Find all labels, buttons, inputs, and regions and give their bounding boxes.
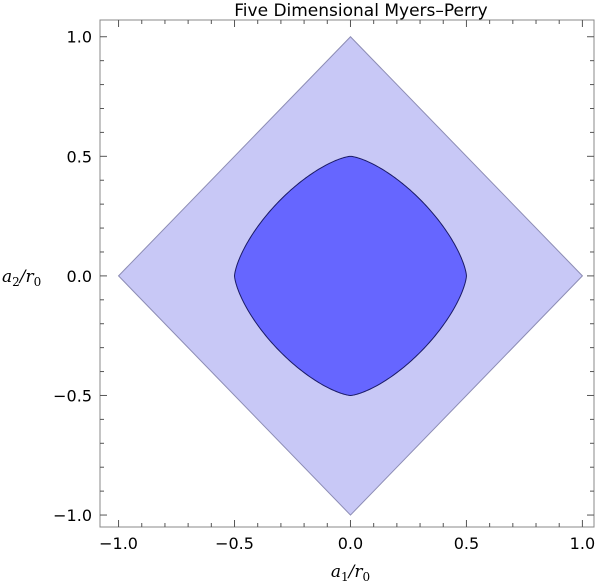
ticks-layer: −1.0 −0.5 0.0 0.5 1.0 −1.0 −0.5 0.0 0.5 1.0 xyxy=(53,20,595,553)
x-axis-label-sub2: 0 xyxy=(362,570,370,584)
y-tick-label: 1.0 xyxy=(67,28,92,47)
y-axis-label-var: a xyxy=(2,267,12,287)
y-tick-label: 0.0 xyxy=(67,267,92,286)
y-axis-label-sub2: 0 xyxy=(34,275,42,289)
x-axis-label-sub: 1 xyxy=(341,570,349,584)
regions-layer xyxy=(117,36,584,516)
x-tick-label: −1.0 xyxy=(99,534,138,553)
y-axis-label-sub: 2 xyxy=(12,275,20,289)
y-axis-label: a2/r0 xyxy=(2,267,41,289)
y-tick-label: 0.5 xyxy=(67,147,92,166)
x-axis-label-sep: / xyxy=(347,562,357,582)
inner-region xyxy=(234,155,467,396)
plot-frame xyxy=(99,19,595,528)
x-tick-label: 0.5 xyxy=(454,534,479,553)
x-tick-label: 0.0 xyxy=(338,534,363,553)
chart-title: Five Dimensional Myers–Perry xyxy=(234,1,487,21)
y-axis-label-sep: / xyxy=(18,267,28,287)
y-tick-label: −0.5 xyxy=(53,386,92,405)
x-axis-label: a1/r0 xyxy=(331,562,370,584)
y-axis-label-var2: r xyxy=(26,267,35,287)
x-tick-label: 1.0 xyxy=(570,534,595,553)
x-tick-label: −0.5 xyxy=(215,534,254,553)
y-tick-label: −1.0 xyxy=(53,506,92,525)
x-axis-label-var: a xyxy=(331,562,341,582)
x-axis-label-var2: r xyxy=(354,562,363,582)
